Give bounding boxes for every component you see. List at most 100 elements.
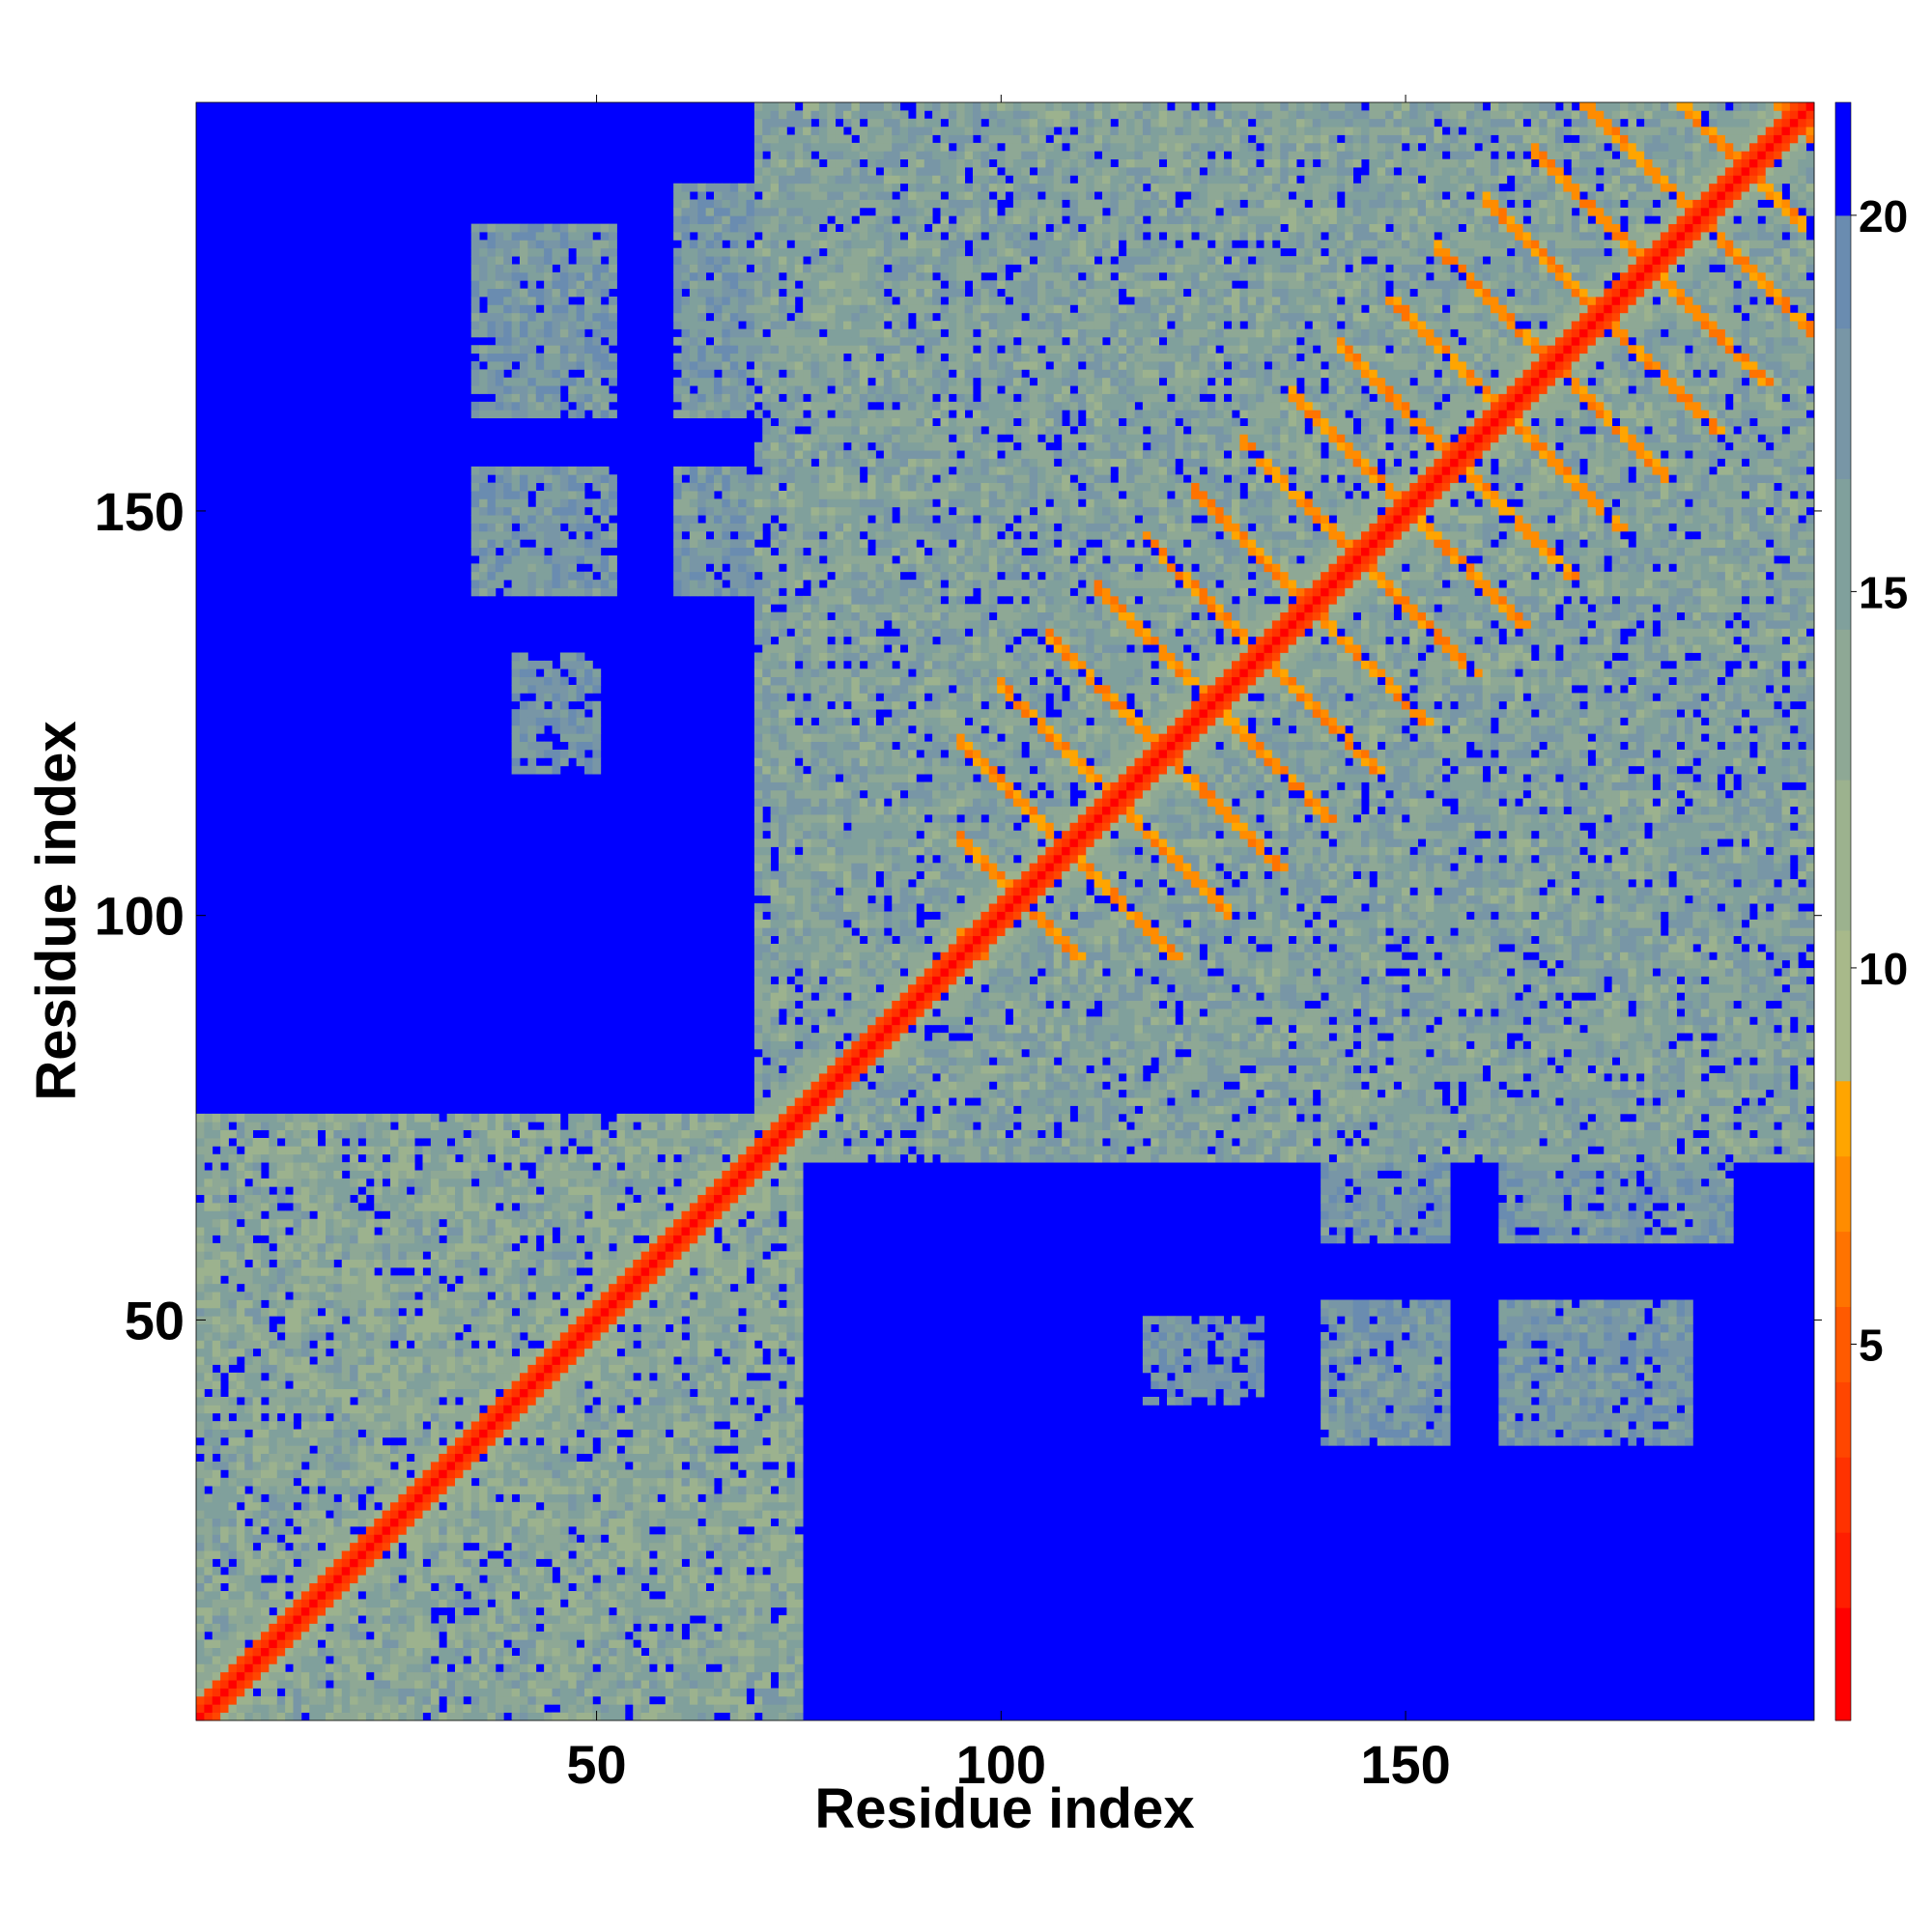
heatmap-cell xyxy=(269,1543,277,1551)
heatmap-cell xyxy=(237,1534,245,1543)
heatmap-cell xyxy=(479,1543,488,1551)
heatmap-cell xyxy=(471,313,480,322)
heatmap-cell xyxy=(398,1179,407,1187)
heatmap-cell xyxy=(496,1713,504,1721)
heatmap-cell xyxy=(318,1502,327,1511)
heatmap-cell xyxy=(277,1324,286,1333)
heatmap-cell xyxy=(512,1689,521,1697)
heatmap-cell xyxy=(584,369,593,378)
heatmap-cell xyxy=(488,1251,497,1260)
heatmap-cell xyxy=(383,1146,391,1154)
heatmap-cell xyxy=(592,1591,601,1600)
heatmap-cell xyxy=(503,1397,512,1406)
heatmap-cell xyxy=(553,354,561,362)
heatmap-cell xyxy=(213,1251,221,1260)
heatmap-cell xyxy=(237,1267,245,1276)
heatmap-cell xyxy=(479,1300,488,1309)
heatmap-cell xyxy=(488,524,497,532)
heatmap-cell xyxy=(609,1534,617,1543)
heatmap-cell xyxy=(503,1340,512,1349)
heatmap-cell xyxy=(577,1478,585,1487)
heatmap-cell xyxy=(269,1454,277,1463)
heatmap-cell xyxy=(390,1236,399,1244)
heatmap-cell xyxy=(366,1210,375,1219)
heatmap-cell xyxy=(609,410,617,418)
heatmap-cell xyxy=(244,1494,253,1503)
heatmap-cell xyxy=(666,1494,674,1503)
heatmap-cell xyxy=(366,1656,375,1664)
heatmap-cell xyxy=(390,1365,399,1374)
heatmap-cell xyxy=(666,1462,674,1470)
heatmap-cell xyxy=(673,321,682,329)
heatmap-cell xyxy=(261,1469,270,1478)
heatmap-cell xyxy=(326,1689,334,1697)
heatmap-cell xyxy=(488,1275,497,1284)
heatmap-cell xyxy=(609,1454,617,1463)
heatmap-cell xyxy=(527,572,536,581)
heatmap-cell xyxy=(269,1713,277,1721)
heatmap-cell xyxy=(527,1195,536,1204)
heatmap-cell xyxy=(244,1332,253,1341)
heatmap-cell xyxy=(342,1583,351,1592)
heatmap-cell xyxy=(294,1210,302,1219)
heatmap-cell xyxy=(496,232,504,241)
heatmap-cell xyxy=(366,1122,375,1130)
heatmap-cell xyxy=(488,1567,497,1576)
heatmap-cell xyxy=(407,1210,415,1219)
heatmap-cell xyxy=(512,280,521,289)
heatmap-cell xyxy=(577,1672,585,1681)
heatmap-cell xyxy=(294,1284,302,1293)
heatmap-cell xyxy=(244,1615,253,1624)
heatmap-cell xyxy=(455,1308,464,1317)
heatmap-cell xyxy=(503,280,512,289)
heatmap-cell xyxy=(277,1349,286,1357)
heatmap-cell xyxy=(423,1195,432,1204)
heatmap-cell xyxy=(536,1138,545,1147)
heatmap-cell xyxy=(479,548,488,556)
heatmap-cell xyxy=(318,1380,327,1389)
heatmap-cell xyxy=(544,1365,553,1374)
heatmap-cell xyxy=(333,1324,342,1333)
heatmap-cell xyxy=(301,1219,310,1228)
heatmap-cell xyxy=(512,1615,521,1624)
heatmap-cell xyxy=(512,653,521,662)
heatmap-cell xyxy=(213,1275,221,1284)
heatmap-cell xyxy=(269,1559,277,1568)
heatmap-cell xyxy=(333,1478,342,1487)
heatmap-cell xyxy=(455,1599,464,1607)
heatmap-cell xyxy=(512,588,521,597)
heatmap-cell xyxy=(383,1373,391,1381)
heatmap-cell xyxy=(584,232,593,241)
heatmap-cell xyxy=(496,507,504,516)
heatmap-cell xyxy=(277,1559,286,1568)
heatmap-cell xyxy=(592,1519,601,1527)
heatmap-cell xyxy=(496,1478,504,1487)
heatmap-cell xyxy=(592,588,601,597)
heatmap-cell xyxy=(407,1130,415,1139)
heatmap-cell xyxy=(326,1462,334,1470)
heatmap-cell xyxy=(358,1421,367,1430)
heatmap-cell xyxy=(447,1260,456,1268)
heatmap-cell xyxy=(358,1469,367,1478)
heatmap-cell xyxy=(577,1559,585,1568)
heatmap-cell xyxy=(568,1405,577,1413)
heatmap-cell xyxy=(666,1583,674,1592)
heatmap-cell xyxy=(326,1324,334,1333)
heatmap-cell xyxy=(609,224,617,233)
heatmap-cell xyxy=(527,354,536,362)
heatmap-cell xyxy=(496,297,504,305)
heatmap-cell xyxy=(269,1195,277,1204)
heatmap-cell xyxy=(358,1340,367,1349)
heatmap-cell xyxy=(544,531,553,540)
heatmap-cell xyxy=(294,1567,302,1576)
heatmap-cell xyxy=(673,548,682,556)
heatmap-cell xyxy=(213,1179,221,1187)
heatmap-cell xyxy=(503,224,512,233)
heatmap-cell xyxy=(625,1656,634,1664)
heatmap-cell xyxy=(592,1260,601,1268)
heatmap-cell xyxy=(220,1575,229,1583)
heatmap-cell xyxy=(301,1445,310,1454)
heatmap-cell xyxy=(269,1251,277,1260)
heatmap-cell xyxy=(625,1559,634,1568)
heatmap-cell xyxy=(294,1300,302,1309)
